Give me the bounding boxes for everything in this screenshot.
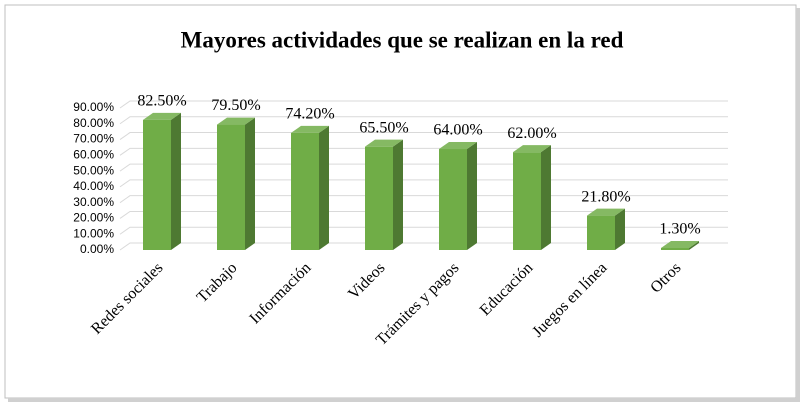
frame-shadow xyxy=(796,8,800,401)
grid-line xyxy=(119,100,728,109)
bar-top xyxy=(587,208,625,216)
value-label: 79.50% xyxy=(211,97,260,114)
frame-shadow xyxy=(8,398,800,402)
bar-front xyxy=(661,247,689,250)
bar-front xyxy=(143,119,171,250)
y-tick-label: 70.00% xyxy=(73,132,114,146)
chart-title: Mayores actividades que se realizan en l… xyxy=(181,27,624,52)
y-tick-label: 90.00% xyxy=(73,100,114,114)
bar-top xyxy=(291,125,329,133)
bar-side xyxy=(689,240,699,250)
bar-front xyxy=(365,146,393,250)
bar-side xyxy=(541,145,551,250)
y-tick-label: 50.00% xyxy=(73,163,114,177)
grid-line xyxy=(119,132,728,140)
y-tick-label: 40.00% xyxy=(73,179,114,193)
bar-top xyxy=(513,145,551,153)
bar-front xyxy=(217,124,245,250)
y-tick-label: 10.00% xyxy=(73,226,114,240)
bar-top xyxy=(217,117,255,125)
bar-front xyxy=(291,132,319,250)
bar-side xyxy=(467,142,477,250)
bar-front xyxy=(587,215,615,250)
y-tick-label: 20.00% xyxy=(73,211,114,225)
value-label: 74.20% xyxy=(285,106,334,123)
bar-side xyxy=(171,112,181,250)
value-label: 62.00% xyxy=(507,125,556,142)
bar-top xyxy=(439,142,477,150)
bar-front xyxy=(513,152,541,250)
bar-side xyxy=(319,125,329,250)
grid-line xyxy=(119,116,728,125)
bar-side xyxy=(393,139,403,250)
y-tick-label: 80.00% xyxy=(73,116,114,130)
bar-front xyxy=(439,149,467,250)
y-tick-label: 0.00% xyxy=(80,242,114,256)
y-tick-label: 60.00% xyxy=(73,148,114,162)
value-label: 64.00% xyxy=(433,122,482,139)
y-tick-label: 30.00% xyxy=(73,195,114,209)
value-label: 65.50% xyxy=(359,119,408,136)
value-label: 21.80% xyxy=(581,188,630,205)
bar-side xyxy=(615,208,625,250)
bar-top xyxy=(365,139,403,147)
value-label: 1.30% xyxy=(659,221,700,238)
bar-top xyxy=(143,112,181,120)
bar-side xyxy=(245,117,255,250)
bar-top xyxy=(661,240,699,248)
value-label: 82.50% xyxy=(137,93,186,110)
